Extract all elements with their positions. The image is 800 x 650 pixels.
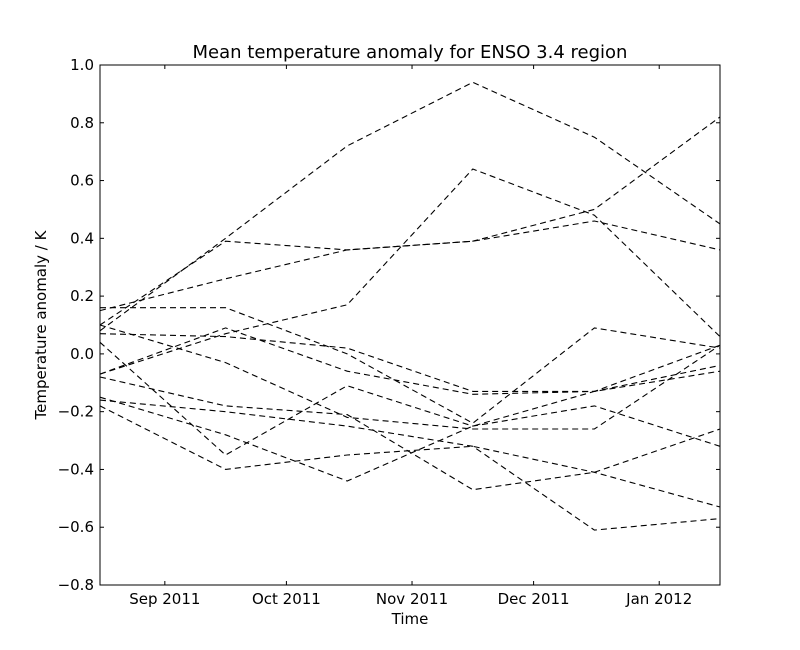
plot-frame <box>99 64 721 586</box>
y-tick-label: −0.8 <box>58 576 94 594</box>
series-line-13 <box>99 399 721 531</box>
series-line-6 <box>99 333 721 392</box>
series-line-10 <box>99 341 721 456</box>
series-line-3 <box>99 116 721 312</box>
series-line-7 <box>99 327 721 395</box>
series-line-1 <box>99 81 721 332</box>
series-line-11 <box>99 405 721 508</box>
x-tick-label: Oct 2011 <box>252 590 321 608</box>
series-line-8 <box>99 324 721 430</box>
x-tick-label: Jan 2012 <box>625 590 692 608</box>
y-tick-label: −0.2 <box>58 403 94 421</box>
chart-title: Mean temperature anomaly for ENSO 3.4 re… <box>193 42 628 63</box>
x-tick-label: Sep 2011 <box>129 590 200 608</box>
series-line-2 <box>99 220 721 326</box>
x-tick-label: Nov 2011 <box>376 590 448 608</box>
y-axis-label: Temperature anomaly / K <box>32 229 50 420</box>
y-tick-label: 0.0 <box>70 345 94 363</box>
series-line-12 <box>99 370 721 482</box>
series-line-4 <box>99 168 721 375</box>
x-tick-label: Dec 2011 <box>498 590 570 608</box>
series-line-9 <box>99 376 721 491</box>
y-tick-label: −0.6 <box>58 518 94 536</box>
x-axis-label: Time <box>391 610 429 628</box>
y-tick-label: 0.2 <box>70 287 94 305</box>
y-tick-label: −0.4 <box>58 460 94 478</box>
axis-ticks: 1.0 0.8 0.6 0.4 0.2 0.0 −0.2 −0.4 −0.6 −0.8 Sep 20… <box>58 56 720 608</box>
y-tick-label: 0.8 <box>70 114 94 132</box>
series-line-5 <box>100 307 721 424</box>
series-lines <box>99 81 721 531</box>
y-tick-label: 0.6 <box>70 172 94 190</box>
y-tick-label: 1.0 <box>70 56 94 74</box>
y-tick-label: 0.4 <box>70 229 94 247</box>
